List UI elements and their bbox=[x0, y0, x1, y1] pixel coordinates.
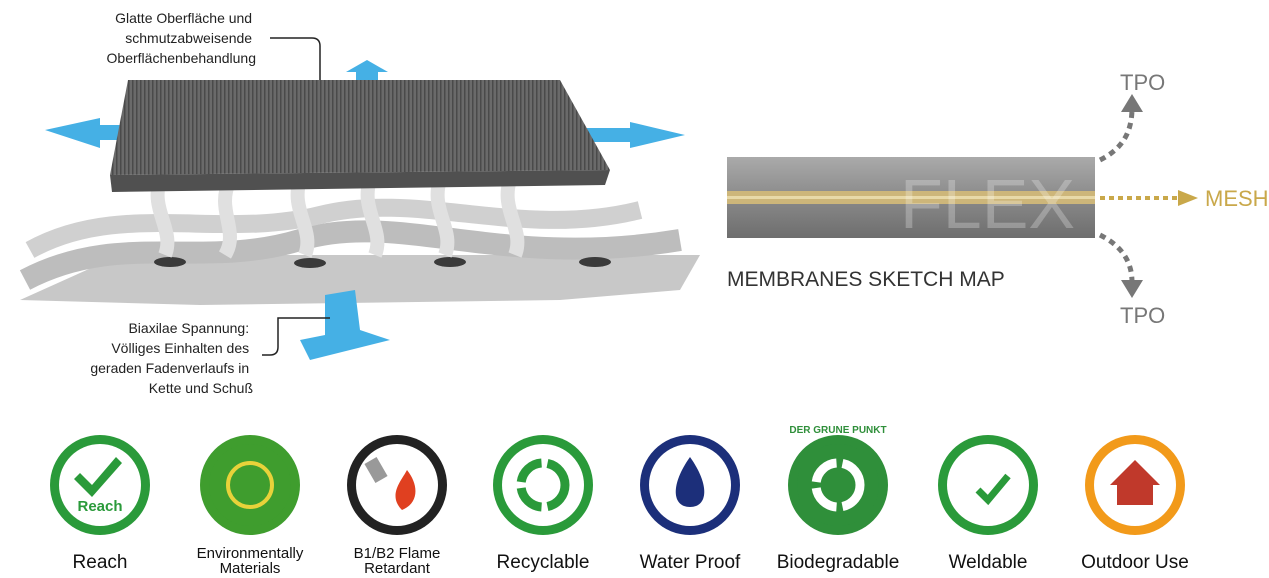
label-line: Materials bbox=[220, 560, 281, 577]
layer-label: TPO bbox=[1120, 303, 1165, 328]
icon-text: Reach bbox=[77, 498, 122, 515]
icon-glyph bbox=[1110, 460, 1160, 505]
feature-label: Weldable bbox=[949, 552, 1028, 573]
note-line: geraden Fadenverlaufs in bbox=[90, 360, 249, 376]
feature-icon bbox=[640, 435, 740, 535]
note-line: Oberflächenbehandlung bbox=[107, 50, 256, 66]
feature-label: Environmentally Materials bbox=[197, 545, 304, 577]
icon-glyph bbox=[364, 456, 388, 484]
label-line: Retardant bbox=[364, 560, 431, 577]
icon-face bbox=[356, 444, 438, 526]
layer-label: TPO bbox=[1120, 70, 1165, 95]
membrane-sketch: FLEX TPO MESH TPO MEMBRANES SKETCH MAP bbox=[727, 70, 1269, 328]
sketch-title: MEMBRANES SKETCH MAP bbox=[727, 268, 1005, 291]
note-line: schmutzabweisende bbox=[125, 30, 252, 46]
watermark: FLEX bbox=[900, 165, 1075, 243]
feature-icon bbox=[200, 435, 300, 535]
note-line: Kette und Schuß bbox=[149, 380, 253, 396]
icon-face bbox=[209, 444, 291, 526]
feature-icon bbox=[347, 435, 447, 535]
label-line: B1/B2 Flame bbox=[354, 545, 441, 562]
feature-icon bbox=[1085, 435, 1185, 535]
feature-icon: DER GRUNE PUNKT bbox=[788, 425, 888, 535]
feature-label: Biodegradable bbox=[777, 552, 900, 573]
icon-glyph bbox=[675, 457, 705, 507]
feature-label: Water Proof bbox=[640, 552, 741, 573]
feature-label: Reach bbox=[73, 552, 128, 573]
feature-label: Recyclable bbox=[497, 552, 590, 573]
icon-glyph bbox=[811, 458, 865, 512]
feature-icon bbox=[938, 435, 1038, 535]
label-line: Environmentally bbox=[197, 545, 304, 562]
feature-label: B1/B2 Flame Retardant bbox=[354, 545, 441, 577]
bottom-note: Biaxilae Spannung: Völliges Einhalten de… bbox=[90, 320, 253, 396]
note-line: Biaxilae Spannung: bbox=[128, 320, 249, 336]
fabric-illustration: Glatte Oberfläche und schmutzabweisende … bbox=[19, 10, 700, 396]
icon-glyph bbox=[395, 470, 416, 510]
top-note: Glatte Oberfläche und schmutzabweisende … bbox=[107, 10, 256, 66]
icon-face bbox=[502, 444, 584, 526]
feature-icons: Reach Reach Environmentally Materials B1/B2 … bbox=[50, 425, 1189, 577]
note-line: Völliges Einhalten des bbox=[111, 340, 249, 356]
icon-glyph bbox=[226, 461, 274, 509]
icon-glyph bbox=[516, 458, 570, 512]
icon-face bbox=[797, 444, 879, 526]
feature-icon: Reach bbox=[50, 435, 150, 535]
icon-glyph bbox=[975, 473, 1011, 506]
note-line: Glatte Oberfläche und bbox=[115, 10, 252, 26]
layer-label: MESH bbox=[1205, 186, 1269, 211]
feature-icon bbox=[493, 435, 593, 535]
feature-label: Outdoor Use bbox=[1081, 552, 1189, 573]
icon-glyph bbox=[74, 457, 122, 497]
icon-text: DER GRUNE PUNKT bbox=[789, 425, 886, 436]
icon-face bbox=[947, 444, 1029, 526]
